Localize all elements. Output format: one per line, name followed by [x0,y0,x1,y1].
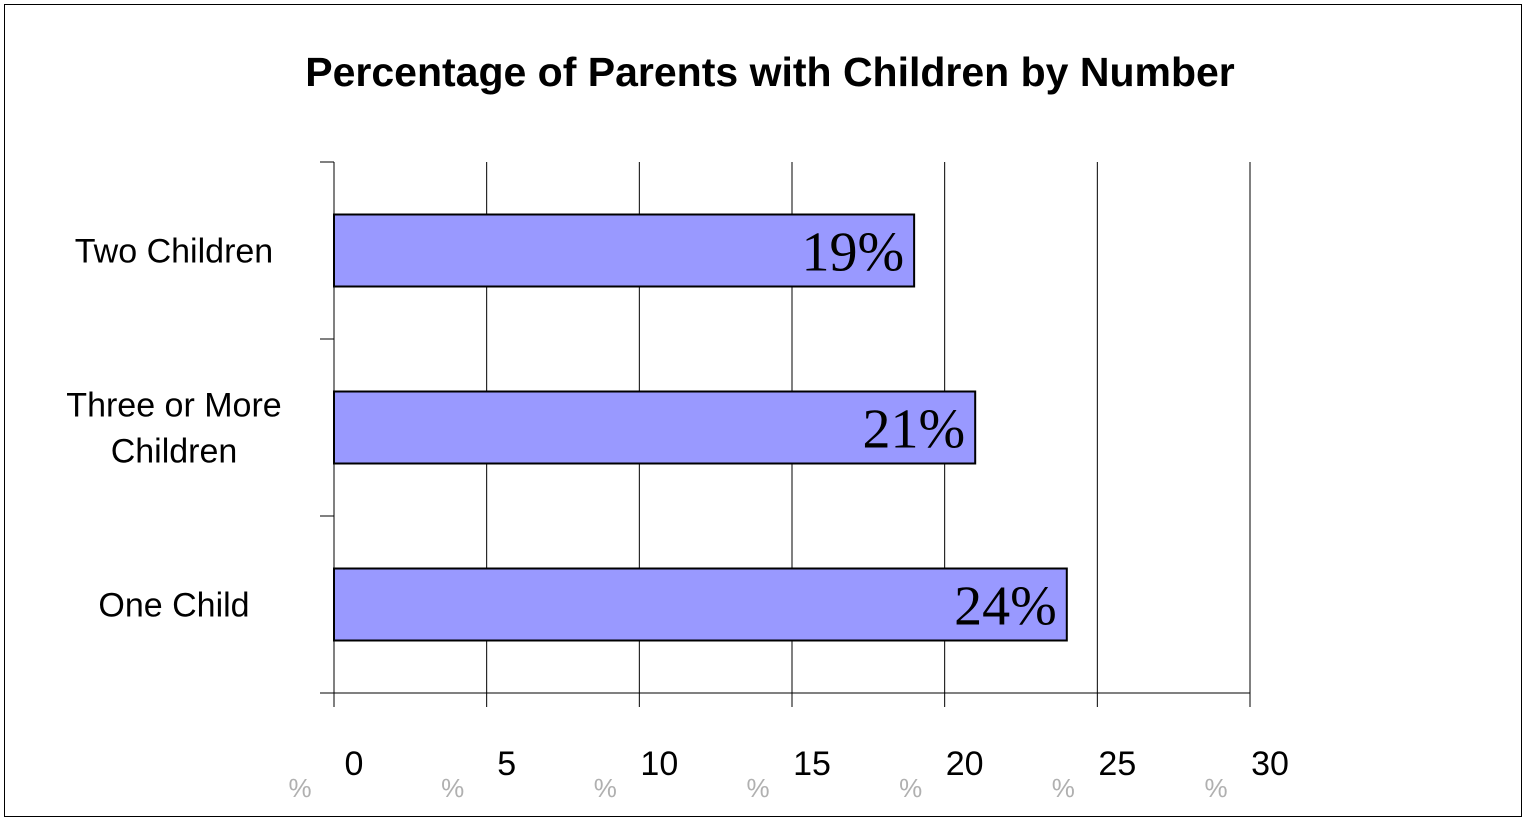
x-tick-suffix: % [288,773,311,803]
x-tick-suffix: % [594,773,617,803]
bar [333,567,1068,642]
x-tick-label: 5 [497,745,516,783]
data-label: 19% [801,222,904,284]
category-label: One Child [98,587,249,625]
x-tick-labels: 0% 5% 10% 15% 20% 25% 30% [288,745,1288,803]
x-tick-label: 20 [946,745,984,783]
x-tick-label: 10 [640,745,678,783]
x-tick-label: 25 [1098,745,1136,783]
category-label: Two Children [75,233,273,271]
category-label: Three or More Children [66,387,281,471]
x-tick-suffix: % [441,773,464,803]
x-tick-suffix: % [746,773,769,803]
category-labels: Two Children Three or More Children One Chi… [66,233,281,625]
chart-title: Percentage of Parents with Children by N… [305,49,1235,95]
x-tick-label: 0 [345,745,364,783]
data-label: 24% [954,576,1057,638]
x-tick-label: 30 [1251,745,1289,783]
x-tick-label: 15 [793,745,831,783]
bar [333,390,977,465]
data-label: 21% [863,399,966,461]
x-tick-suffix: % [1204,773,1227,803]
x-tick-suffix: % [1052,773,1075,803]
x-tick-suffix: % [899,773,922,803]
bars: 19% 21% 24% [333,213,1068,642]
axes [320,161,1251,707]
